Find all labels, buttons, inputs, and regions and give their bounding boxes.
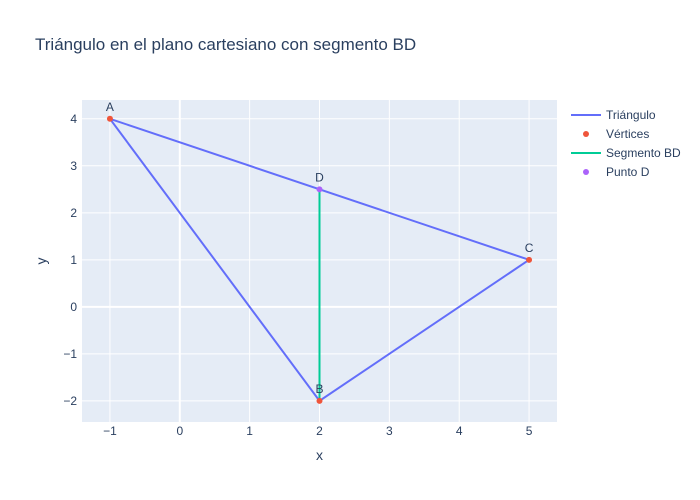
y-tick-label: 4 xyxy=(70,112,77,126)
x-tick-label: 3 xyxy=(386,424,393,438)
x-tick-label: 5 xyxy=(526,424,533,438)
data-point-d[interactable] xyxy=(316,186,323,193)
point-label-b: B xyxy=(315,382,323,396)
legend-item-punto-d[interactable]: Punto D xyxy=(583,165,650,179)
x-tick-label: 2 xyxy=(316,424,323,438)
legend-label: Punto D xyxy=(606,165,650,179)
point-label-c: C xyxy=(525,241,534,255)
y-tick-label: 3 xyxy=(70,159,77,173)
x-tick-label: −1 xyxy=(103,424,117,438)
data-point-a[interactable] xyxy=(106,115,113,122)
legend-item-vertices[interactable]: Vértices xyxy=(583,127,649,141)
legend-label: Segmento BD xyxy=(606,146,681,160)
legend[interactable]: Triángulo Vértices Segmento BD Punto D xyxy=(571,108,681,179)
y-tick-label: 2 xyxy=(70,206,77,220)
x-tick-label: 1 xyxy=(246,424,253,438)
y-tick-label: 0 xyxy=(70,300,77,314)
chart-title: Triángulo en el plano cartesiano con seg… xyxy=(35,35,416,54)
y-tick-label: −1 xyxy=(63,347,77,361)
legend-label: Triángulo xyxy=(606,108,656,122)
data-point-c[interactable] xyxy=(526,256,533,263)
y-tick-label: −2 xyxy=(63,394,77,408)
legend-marker-swatch xyxy=(583,131,589,137)
x-axis-title: x xyxy=(316,447,323,463)
legend-item-triangulo[interactable]: Triángulo xyxy=(571,108,656,122)
point-label-a: A xyxy=(106,100,114,114)
legend-label: Vértices xyxy=(606,127,649,141)
legend-item-segmento-bd[interactable]: Segmento BD xyxy=(571,146,681,160)
data-point-b[interactable] xyxy=(316,397,323,404)
y-axis-title: y xyxy=(33,258,49,265)
tick-labels: −1 0 1 2 3 4 5 −2 −1 0 1 2 3 4 xyxy=(63,112,532,438)
y-tick-label: 1 xyxy=(70,253,77,267)
x-tick-label: 0 xyxy=(176,424,183,438)
x-tick-label: 4 xyxy=(456,424,463,438)
point-label-d: D xyxy=(315,170,324,184)
legend-marker-swatch xyxy=(583,169,589,175)
series-layer: A B C D xyxy=(106,100,534,404)
